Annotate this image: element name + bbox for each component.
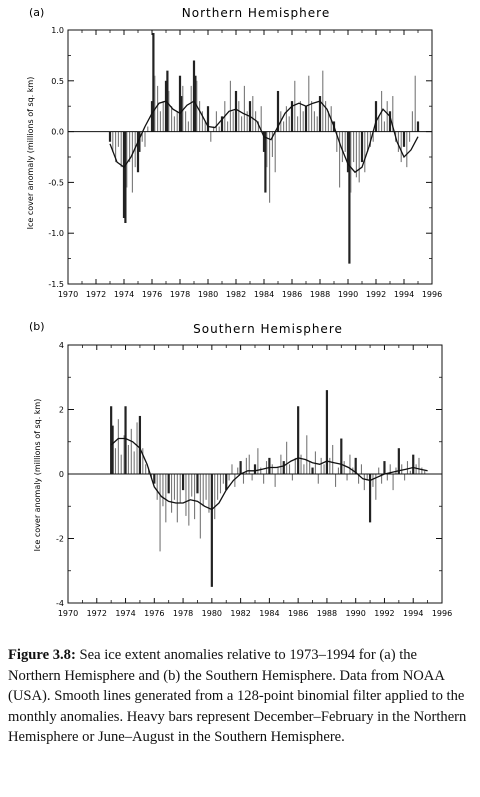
x-tick-label: 1996	[422, 290, 442, 299]
x-tick-label: 1978	[170, 290, 190, 299]
x-tick-label: 1982	[226, 290, 246, 299]
x-ticks-b: 1970 1972 1974 1976 1978 1980 1982 1984 1986 1988…	[58, 345, 452, 618]
x-tick-label: 1976	[142, 290, 162, 299]
x-tick-label: 1988	[317, 609, 337, 618]
y-ticks-b: 4 2 0 -2 -4	[56, 341, 442, 608]
y-tick-label: -1.5	[48, 280, 64, 289]
chart-southern-hemisphere: (b) Southern Hemisphere Ice cover anomal…	[29, 320, 452, 618]
bars-a	[108, 33, 420, 264]
x-tick-label: 1986	[282, 290, 302, 299]
panel-label-b: (b)	[29, 320, 45, 333]
x-tick-label: 1972	[87, 609, 107, 618]
figure-caption: Figure 3.8: Sea ice extent anomalies rel…	[8, 645, 470, 748]
y-tick-label: 1.0	[51, 26, 64, 35]
chart-northern-hemisphere: (a) Northern Hemisphere Ice cover anomal…	[26, 6, 442, 299]
y-tick-label: 2	[59, 406, 64, 415]
x-tick-label: 1980	[202, 609, 222, 618]
x-tick-label: 1982	[230, 609, 250, 618]
y-tick-label: 0.5	[51, 77, 64, 86]
x-tick-label: 1970	[58, 290, 78, 299]
x-tick-label: 1974	[114, 290, 134, 299]
y-ticks-a: 1.0 0.5 0.0 -0.5 -1.0 -1.5	[48, 26, 432, 289]
x-tick-label: 1984	[259, 609, 279, 618]
y-tick-label: 0.0	[51, 128, 64, 137]
x-tick-label: 1980	[198, 290, 218, 299]
y-tick-label: -0.5	[48, 178, 64, 187]
x-tick-label: 1992	[374, 609, 394, 618]
plot-frame-a	[67, 29, 433, 285]
smooth-line-a	[109, 100, 419, 174]
x-tick-label: 1970	[58, 609, 78, 618]
chart-title-a: Northern Hemisphere	[182, 6, 330, 20]
x-tick-label: 1978	[173, 609, 193, 618]
x-tick-label: 1974	[115, 609, 135, 618]
x-tick-label: 1984	[254, 290, 274, 299]
y-axis-title-b: Ice cover anomaly (millions of sq. km)	[33, 399, 42, 552]
x-tick-label: 1996	[432, 609, 452, 618]
y-tick-label: 0	[59, 470, 64, 479]
x-tick-label: 1990	[338, 290, 358, 299]
x-tick-label: 1972	[86, 290, 106, 299]
x-tick-label: 1994	[394, 290, 414, 299]
y-axis-title-a: Ice cover anomaly (millions of sq. km)	[26, 77, 35, 230]
x-tick-label: 1990	[346, 609, 366, 618]
y-tick-label: 4	[59, 341, 64, 350]
caption-text: Sea ice extent anomalies relative to 197…	[8, 647, 467, 745]
x-tick-label: 1994	[403, 609, 423, 618]
caption-label: Figure 3.8:	[8, 647, 76, 663]
y-tick-label: -4	[56, 599, 64, 608]
chart-title-b: Southern Hemisphere	[193, 322, 343, 336]
x-tick-label: 1988	[310, 290, 330, 299]
x-tick-label: 1976	[144, 609, 164, 618]
smooth-line-b	[110, 437, 428, 511]
x-ticks-a: 1970 1972 1974 1976 1978 1980 1982 1984 1986 1988…	[58, 30, 442, 299]
panel-label-a: (a)	[29, 6, 44, 19]
y-tick-label: -1.0	[48, 229, 64, 238]
bars-b	[110, 390, 426, 587]
x-tick-label: 1992	[366, 290, 386, 299]
y-tick-label: -2	[56, 535, 64, 544]
x-tick-label: 1986	[288, 609, 308, 618]
